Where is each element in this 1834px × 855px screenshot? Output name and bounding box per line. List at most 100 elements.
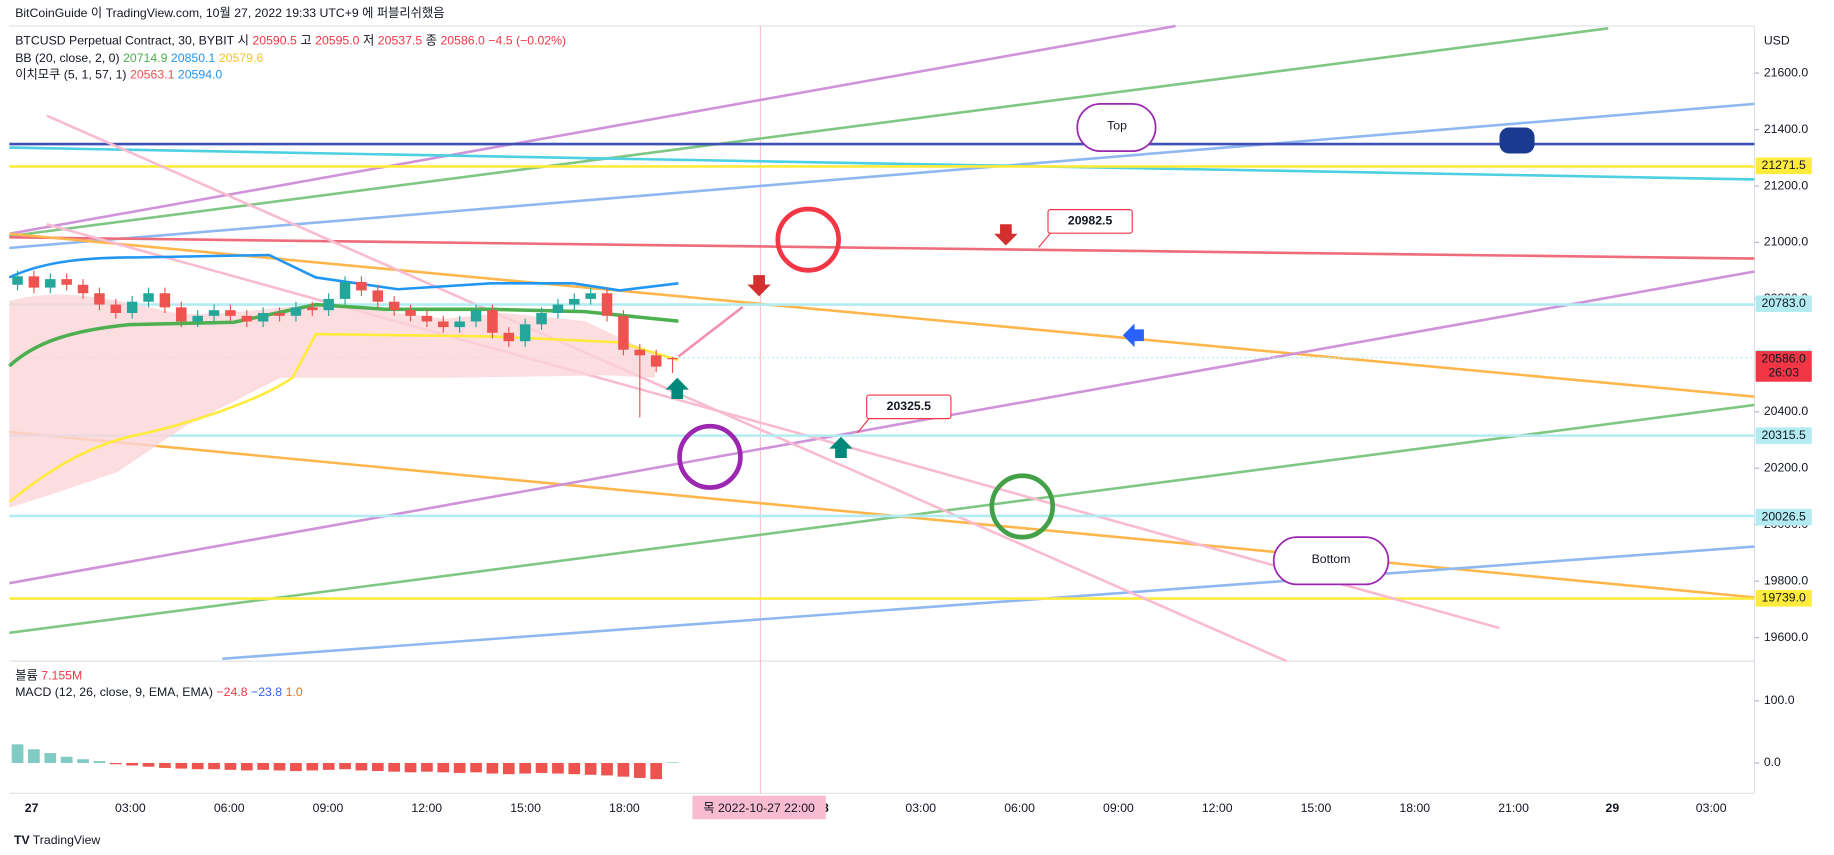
macd-bar: [666, 762, 679, 763]
candle-body: [45, 279, 56, 288]
note-text: Top: [1107, 119, 1127, 133]
x-tick-label: 06:00: [1004, 801, 1035, 815]
legend-line: BitCoinGuide 이 TradingView.com, 10월 27, …: [15, 5, 444, 20]
macd-bar: [240, 762, 253, 771]
y-tick-label: 21200.0: [1764, 178, 1808, 192]
macd-bar: [306, 762, 319, 771]
trend-line: [222, 545, 1755, 661]
macd-bar: [142, 762, 155, 767]
legend-text: 종: [426, 34, 437, 48]
candle-body: [388, 301, 400, 311]
legend-text: 볼륨: [15, 669, 38, 683]
x-tick-label: 12:00: [1202, 801, 1233, 815]
y-tick-label: 19600.0: [1764, 630, 1808, 644]
candle-body: [12, 276, 23, 285]
logo: TV: [14, 833, 30, 847]
legend-text: −23.8: [251, 685, 282, 699]
macd-bar: [322, 762, 335, 770]
trend-line: [9, 235, 1755, 260]
macd-bar: [28, 749, 40, 763]
confused-icon: [989, 473, 1056, 540]
macd-bar: [60, 756, 73, 763]
candle-body: [356, 281, 367, 291]
candle-body: [290, 307, 302, 316]
candle-body: [208, 310, 220, 316]
macd-bar: [93, 761, 106, 763]
price-label-bg: [1755, 427, 1812, 444]
trend-line: [9, 232, 1755, 398]
macd-bar: [633, 762, 646, 778]
macd-bar: [175, 762, 188, 769]
candle-body: [274, 313, 285, 316]
price-label-bg: [1755, 351, 1812, 382]
candle-body: [650, 355, 662, 367]
candle-body: [323, 298, 334, 311]
candle-body: [77, 284, 89, 294]
neutral-icon: [677, 423, 743, 490]
price-label-bg: [1755, 295, 1812, 312]
callout-box: [866, 394, 952, 420]
macd-bar: [355, 762, 368, 771]
macd-bar: [77, 759, 89, 763]
legend-line: BB (20, close, 2, 0) 20714.9 20850.1 20579.…: [15, 51, 263, 65]
macd-bar: [486, 762, 499, 774]
y-tick-label: 20200.0: [1764, 460, 1808, 474]
price-label-bg: [1755, 590, 1812, 607]
candle-body: [585, 293, 596, 299]
note-text: Bottom: [1312, 552, 1351, 566]
macd-bar: [568, 762, 581, 775]
price-label-bg: [1755, 508, 1812, 526]
footer-brand: TradingView: [33, 833, 101, 847]
macd-bar: [371, 762, 384, 772]
price-label: 20586.0: [1762, 352, 1806, 366]
candle-body: [519, 324, 531, 342]
y-tick-label: 0.0: [1764, 755, 1781, 769]
trend-line: [9, 146, 1755, 181]
legend-text: 20537.5: [378, 34, 422, 48]
ichimoku-cloud: [9, 294, 656, 508]
legend-text: BitCoinGuide 이 TradingView.com, 10월 27, …: [15, 5, 444, 20]
legend-text: 20594.0: [178, 68, 222, 82]
candle-body: [176, 307, 187, 322]
up-arrow: [829, 436, 853, 459]
candle-body: [421, 315, 433, 322]
crosshair-label-bg: [692, 795, 826, 820]
legend-line: 이치모쿠 (5, 1, 57, 1) 20563.1 20594.0: [15, 68, 222, 82]
y-tick-label: 20400.0: [1764, 404, 1808, 418]
legend-text: 20714.9: [123, 51, 167, 65]
x-tick-label: 03:00: [905, 801, 936, 815]
legend-text: 고: [300, 34, 311, 48]
legend-line: MACD (12, 26, close, 9, EMA, EMA) −24.8 −2…: [15, 685, 303, 699]
candle-body: [241, 315, 253, 322]
macd-bar: [224, 762, 237, 770]
legend-text: 저: [363, 34, 374, 48]
candle-body: [225, 310, 236, 316]
drawings: [8, 24, 1755, 663]
x-tick-label: 27: [25, 801, 39, 815]
callout-box: [1047, 209, 1133, 234]
x-tick-label: 09:00: [1103, 801, 1134, 815]
price-label: 21271.5: [1762, 158, 1806, 172]
down-arrow: [994, 224, 1018, 246]
trend-line: [9, 270, 1755, 585]
candle-body: [257, 313, 269, 322]
candle-body: [487, 310, 498, 333]
legend-text: −4.5 (−0.02%): [488, 34, 566, 48]
legend-text: 20586.0: [440, 34, 484, 48]
candle-body: [569, 298, 580, 305]
legend-text: 20850.1: [171, 51, 215, 65]
macd-bar: [437, 762, 450, 773]
legend-text: 20563.1: [130, 68, 174, 82]
legend-text: BB (20, close, 2, 0): [15, 51, 119, 65]
candle-body: [94, 293, 105, 305]
legend-text: 20579.6: [219, 51, 263, 65]
price-label: 20026.5: [1762, 509, 1806, 523]
price-label-sub: 26:03: [1768, 366, 1799, 380]
macd-bar: [388, 762, 401, 772]
legend-text: 20595.0: [315, 34, 359, 48]
candle-body: [126, 301, 138, 314]
candle-body: [372, 290, 384, 302]
note-bubble: [1272, 536, 1390, 586]
y-tick-label: 100.0: [1764, 693, 1795, 707]
